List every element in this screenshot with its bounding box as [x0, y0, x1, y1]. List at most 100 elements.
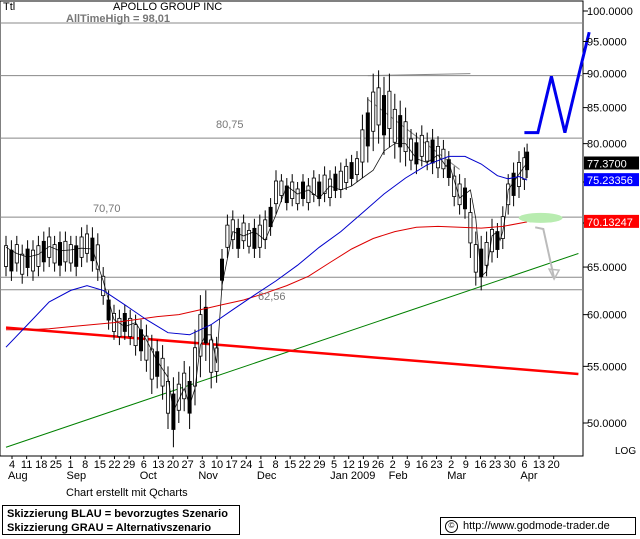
candle-body	[317, 181, 322, 199]
candle-body	[155, 351, 160, 377]
candle-body	[68, 244, 73, 264]
candle-body	[63, 240, 68, 263]
x-tick-label: 22	[299, 459, 311, 471]
scenario-legend: Skizzierung BLAU = bevorzugtes Szenario …	[2, 505, 240, 535]
x-tick-label: 1	[67, 459, 73, 471]
source-url: http://www.godmode-trader.de	[463, 520, 610, 532]
x-tick-label: 9	[404, 459, 410, 471]
x-tick-label: 25	[50, 459, 62, 471]
candle-body	[327, 178, 332, 198]
blue-scenario-path	[524, 31, 591, 135]
candle-body	[165, 380, 170, 414]
candle-body	[506, 183, 511, 206]
candle-body	[457, 183, 462, 206]
candle-body	[322, 174, 327, 194]
candle-body	[338, 170, 343, 190]
ticker-symbol: Ttl	[3, 1, 16, 13]
candle-body	[219, 258, 224, 281]
candle-body	[525, 151, 530, 171]
chart-credit: Chart erstellt mit Qcharts	[66, 487, 188, 499]
candle-body	[4, 245, 9, 267]
candle-body	[387, 90, 392, 129]
x-tick-label: 2	[390, 459, 396, 471]
x-tick-label: 1	[258, 459, 264, 471]
company-name: APOLLO GROUP INC	[113, 1, 223, 13]
candle-body	[52, 244, 57, 264]
candle-body	[9, 249, 14, 272]
legend-blue: Skizzierung BLAU = bevorzugtes Szenario	[7, 508, 228, 520]
candle-body	[500, 216, 505, 239]
candle-body	[333, 173, 338, 191]
candle-body	[419, 134, 424, 157]
candle-body	[187, 380, 192, 414]
candle-body	[225, 224, 230, 248]
x-tick-label: 23	[489, 459, 501, 471]
x-tick-label: 5	[331, 459, 337, 471]
x-tick-label: 4	[9, 459, 15, 471]
x-tick-label: 6	[521, 459, 527, 471]
downtrend-line	[5, 326, 579, 376]
candle-body	[295, 188, 300, 205]
x-month-label: Apr	[520, 470, 537, 482]
candle-body	[149, 348, 154, 380]
x-tick-label: 19	[357, 459, 369, 471]
annotation-label: 70,70	[93, 203, 121, 215]
candle-body	[198, 314, 203, 357]
candle-body	[138, 329, 143, 352]
x-tick-label: 17	[225, 459, 237, 471]
x-tick-label: 26	[372, 459, 384, 471]
wedge-line	[367, 73, 471, 77]
x-month-label: Mar	[447, 470, 466, 482]
candle-body	[209, 339, 214, 373]
x-tick-label: 22	[108, 459, 120, 471]
source-link[interactable]: © http://www.godmode-trader.de	[440, 517, 636, 535]
candle-body	[236, 227, 241, 249]
x-tick-label: 2	[448, 459, 454, 471]
candle-body	[273, 180, 278, 205]
value-badge	[584, 156, 639, 170]
candle-body	[349, 162, 354, 179]
y-tick-label: 95.0000	[587, 36, 627, 48]
candle-body	[122, 312, 127, 332]
candle-body	[85, 233, 90, 254]
x-tick-label: 13	[152, 459, 164, 471]
candle-body	[133, 324, 138, 347]
candle-body	[20, 253, 25, 275]
scale-label: LOG	[615, 446, 636, 457]
x-tick-label: 16	[416, 459, 428, 471]
value-badge-label: 77.3700	[587, 159, 627, 171]
candle-body	[36, 245, 41, 267]
candle-body	[398, 115, 403, 148]
x-month-label: Nov	[198, 470, 218, 482]
target-zone	[518, 212, 563, 223]
candle-body	[344, 165, 349, 183]
candle-body	[365, 112, 370, 147]
candle-body	[58, 242, 63, 266]
candle-body	[414, 142, 419, 165]
x-tick-label: 29	[313, 459, 325, 471]
value-badge-label: 70.13247	[587, 217, 633, 229]
candle-body	[306, 185, 311, 204]
sma50-line	[5, 155, 528, 348]
candle-body	[182, 372, 187, 400]
x-tick-label: 20	[548, 459, 560, 471]
candle-body	[484, 242, 489, 266]
y-tick-label: 60.0000	[587, 310, 627, 322]
x-tick-label: 15	[284, 459, 296, 471]
x-tick-label: 23	[430, 459, 442, 471]
value-badge	[584, 173, 639, 187]
candle-body	[392, 108, 397, 143]
candle-body	[144, 335, 149, 361]
legend-grey: Skizzierung GRAU = Alternativszenario	[7, 522, 212, 534]
x-tick-label: 13	[533, 459, 545, 471]
candle-body	[403, 121, 408, 153]
plot-area	[0, 0, 584, 457]
candle-body	[160, 357, 165, 387]
candle-body	[230, 219, 235, 241]
candle-body	[354, 158, 359, 176]
y-tick-label: 85.0000	[587, 103, 627, 115]
candle-body	[30, 249, 35, 272]
y-tick-label: 90.0000	[587, 69, 627, 81]
candle-body	[241, 222, 246, 242]
annotation-label: AllTimeHigh = 98,01	[66, 13, 170, 25]
